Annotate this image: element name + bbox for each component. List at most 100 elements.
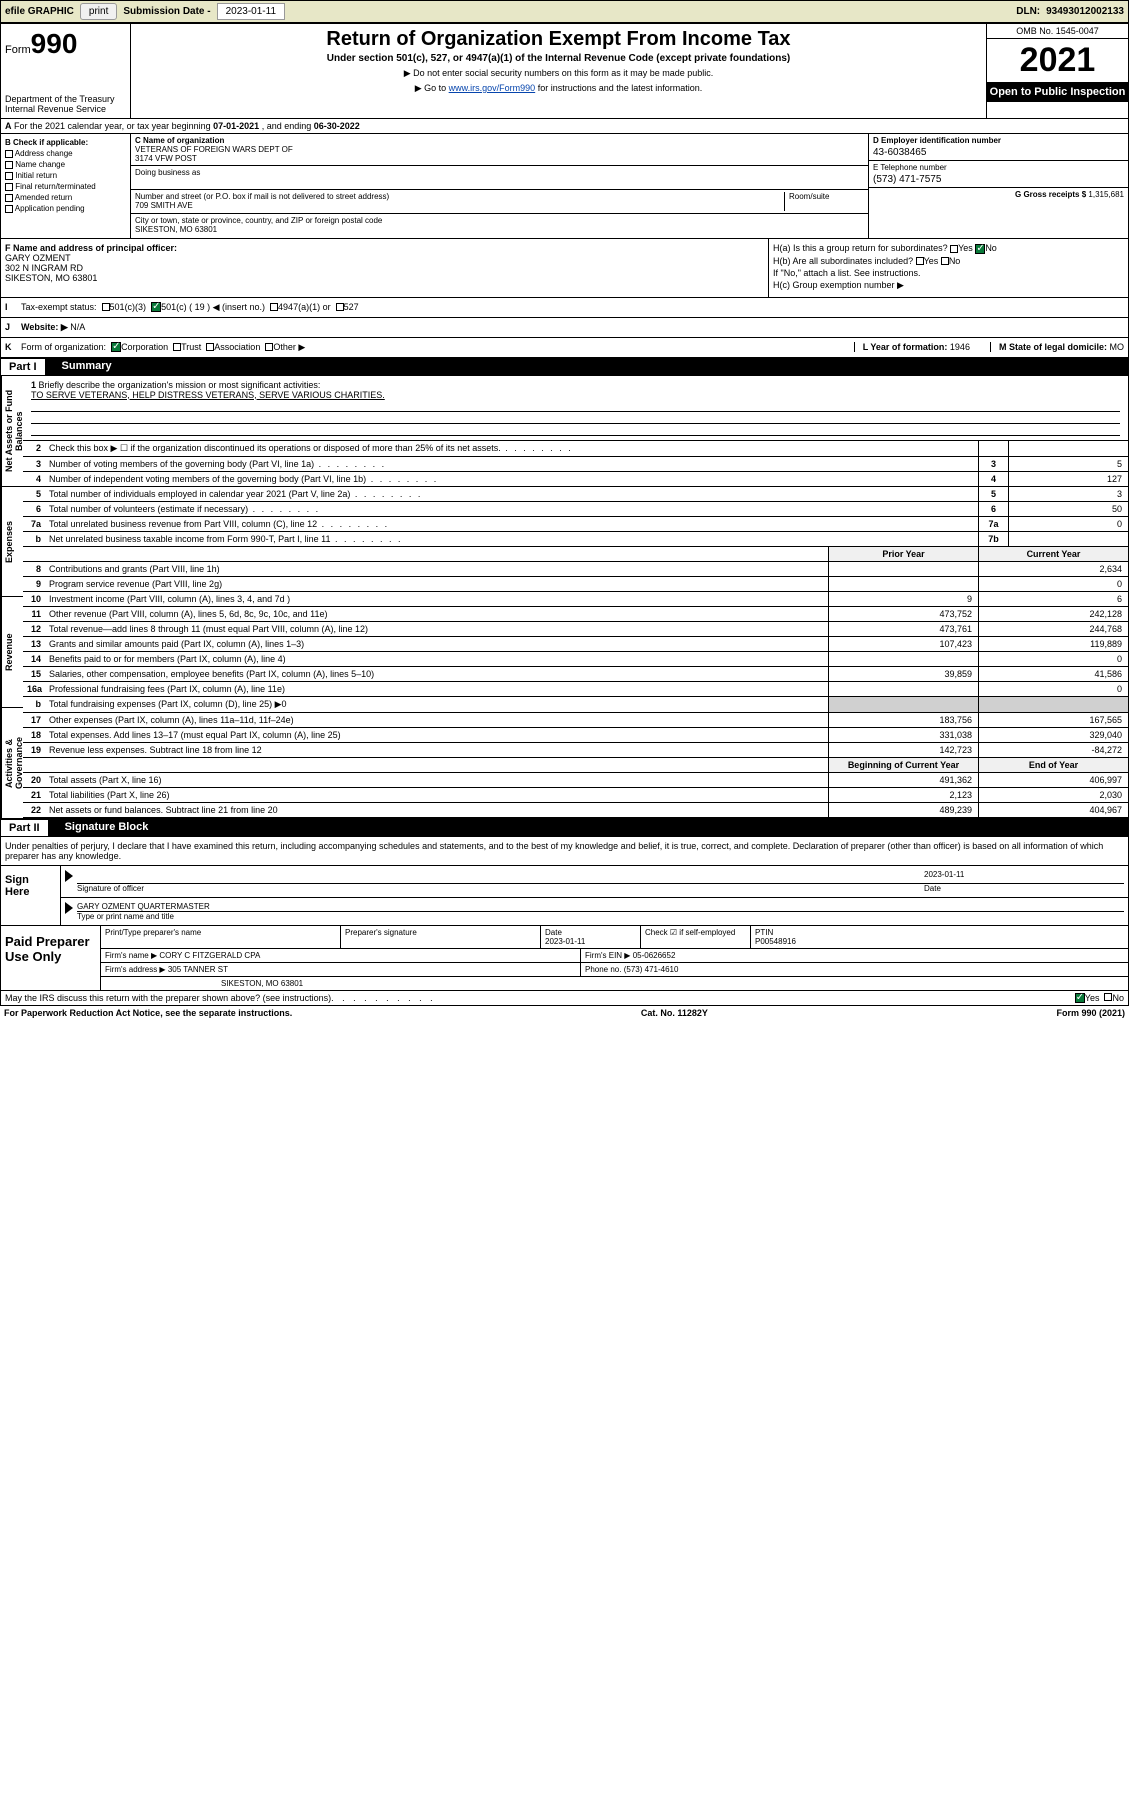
mission-text: TO SERVE VETERANS, HELP DISTRESS VETERAN… xyxy=(31,390,385,400)
summary-line: 20Total assets (Part X, line 16)491,3624… xyxy=(23,773,1128,788)
part-1-header: Part I Summary xyxy=(0,358,1129,376)
summary-line: 22Net assets or fund balances. Subtract … xyxy=(23,803,1128,818)
website-value: N/A xyxy=(70,322,85,332)
may-irs-discuss: May the IRS discuss this return with the… xyxy=(0,991,1129,1006)
part-2-header: Part II Signature Block xyxy=(0,819,1129,837)
summary-line: 5Total number of individuals employed in… xyxy=(23,487,1128,502)
sign-here-block: Sign Here Signature of officer 2023-01-1… xyxy=(0,866,1129,926)
checkbox-trust[interactable] xyxy=(173,343,181,351)
checkbox-name-change[interactable] xyxy=(5,161,13,169)
org-name-1: VETERANS OF FOREIGN WARS DEPT OF xyxy=(135,145,293,154)
summary-line: 21Total liabilities (Part X, line 26)2,1… xyxy=(23,788,1128,803)
form-title: Return of Organization Exempt From Incom… xyxy=(139,28,978,51)
checkbox-ha-yes[interactable] xyxy=(950,245,958,253)
omb-number: OMB No. 1545-0047 xyxy=(987,24,1128,39)
firm-address-2: SIKESTON, MO 63801 xyxy=(101,977,1128,990)
street-address: 709 SMITH AVE xyxy=(135,201,193,210)
checkbox-hb-yes[interactable] xyxy=(916,257,924,265)
officer-name-title: GARY OZMENT QUARTERMASTER xyxy=(77,902,1124,912)
gross-receipts: 1,315,681 xyxy=(1088,190,1124,199)
summary-line: 19Revenue less expenses. Subtract line 1… xyxy=(23,743,1128,758)
summary-line: 17Other expenses (Part IX, column (A), l… xyxy=(23,713,1128,728)
summary-line: bTotal fundraising expenses (Part IX, co… xyxy=(23,697,1128,713)
checkbox-initial-return[interactable] xyxy=(5,172,13,180)
summary-line: 16aProfessional fundraising fees (Part I… xyxy=(23,682,1128,697)
dept-treasury: Department of the Treasury xyxy=(5,94,126,104)
checkbox-association[interactable] xyxy=(206,343,214,351)
checkbox-hb-no[interactable] xyxy=(941,257,949,265)
summary-line: 10Investment income (Part VIII, column (… xyxy=(23,592,1128,607)
arrow-icon xyxy=(65,870,73,882)
header-prior-current: Prior Year Current Year xyxy=(23,547,1128,562)
firm-ein: 05-0626652 xyxy=(633,951,676,960)
checkbox-other-org[interactable] xyxy=(265,343,273,351)
checkbox-501c3[interactable] xyxy=(102,303,110,311)
summary-line: 11Other revenue (Part VIII, column (A), … xyxy=(23,607,1128,622)
column-f-officer: F Name and address of principal officer:… xyxy=(1,239,768,297)
row-j-website: J Website: ▶ N/A xyxy=(0,318,1129,338)
footer: For Paperwork Reduction Act Notice, see … xyxy=(0,1006,1129,1020)
checkbox-501c[interactable] xyxy=(151,302,161,312)
column-h: H(a) Is this a group return for subordin… xyxy=(768,239,1128,297)
dln-value: 93493012002133 xyxy=(1046,6,1124,17)
checkbox-527[interactable] xyxy=(336,303,344,311)
paid-preparer-block: Paid Preparer Use Only Print/Type prepar… xyxy=(0,926,1129,991)
checkbox-final-return[interactable] xyxy=(5,183,13,191)
checkbox-address-change[interactable] xyxy=(5,150,13,158)
state-domicile: MO xyxy=(1110,342,1125,352)
row-a-tax-year: A For the 2021 calendar year, or tax yea… xyxy=(0,119,1129,134)
checkbox-application-pending[interactable] xyxy=(5,205,13,213)
summary-line: 14Benefits paid to or for members (Part … xyxy=(23,652,1128,667)
sign-date: 2023-01-11 xyxy=(924,870,1124,884)
row-i-tax-status: I Tax-exempt status: 501(c)(3) 501(c) ( … xyxy=(0,298,1129,318)
form-header: Form990 Department of the Treasury Inter… xyxy=(0,23,1129,119)
checkbox-discuss-no[interactable] xyxy=(1104,993,1112,1001)
column-c-org-info: C Name of organization VETERANS OF FOREI… xyxy=(131,134,868,238)
summary-line: 6Total number of volunteers (estimate if… xyxy=(23,502,1128,517)
form-subtitle: Under section 501(c), 527, or 4947(a)(1)… xyxy=(139,53,978,64)
summary-line: 3Number of voting members of the governi… xyxy=(23,457,1128,472)
efile-label: efile GRAPHIC xyxy=(5,6,74,17)
submission-date: 2023-01-11 xyxy=(217,3,285,20)
summary-line: 4Number of independent voting members of… xyxy=(23,472,1128,487)
firm-name: CORY C FITZGERALD CPA xyxy=(159,951,260,960)
summary-line: 2Check this box ▶ ☐ if the organization … xyxy=(23,441,1128,457)
column-de: D Employer identification number 43-6038… xyxy=(868,134,1128,238)
city-state-zip: SIKESTON, MO 63801 xyxy=(135,225,217,234)
dln-label: DLN: xyxy=(1016,6,1040,17)
print-button[interactable]: print xyxy=(80,3,117,20)
ptin-value: P00548916 xyxy=(755,937,796,946)
ein-value: 43-6038465 xyxy=(873,147,1124,158)
summary-line: bNet unrelated business taxable income f… xyxy=(23,532,1128,547)
column-b-checkboxes: B Check if applicable: Address change Na… xyxy=(1,134,131,238)
checkbox-4947[interactable] xyxy=(270,303,278,311)
summary-line: 18Total expenses. Add lines 13–17 (must … xyxy=(23,728,1128,743)
signature-declaration: Under penalties of perjury, I declare th… xyxy=(0,837,1129,866)
checkbox-ha-no[interactable] xyxy=(975,244,985,254)
summary-line: 8Contributions and grants (Part VIII, li… xyxy=(23,562,1128,577)
form-note-1: ▶ Do not enter social security numbers o… xyxy=(139,68,978,79)
firm-address-1: 305 TANNER ST xyxy=(168,965,228,974)
header-beg-end: Beginning of Current Year End of Year xyxy=(23,758,1128,773)
checkbox-amended[interactable] xyxy=(5,194,13,202)
irs-label: Internal Revenue Service xyxy=(5,104,126,114)
phone-value: (573) 471-7575 xyxy=(873,174,1124,185)
row-k-form-org: K Form of organization: Corporation Trus… xyxy=(0,338,1129,358)
tax-year: 2021 xyxy=(987,39,1128,82)
arrow-icon xyxy=(65,902,73,914)
firm-phone: (573) 471-4610 xyxy=(624,965,679,974)
checkbox-discuss-yes[interactable] xyxy=(1075,993,1085,1003)
top-bar: efile GRAPHIC print Submission Date - 20… xyxy=(0,0,1129,23)
year-formation: 1946 xyxy=(950,342,970,352)
officer-name: GARY OZMENT xyxy=(5,253,71,263)
summary-line: 12Total revenue—add lines 8 through 11 (… xyxy=(23,622,1128,637)
summary-line: 9Program service revenue (Part VIII, lin… xyxy=(23,577,1128,592)
submission-label: Submission Date - xyxy=(123,6,210,17)
checkbox-corporation[interactable] xyxy=(111,342,121,352)
form-number: Form990 xyxy=(5,28,126,60)
form-note-2: ▶ Go to www.irs.gov/Form990 for instruct… xyxy=(139,83,978,94)
summary-line: 15Salaries, other compensation, employee… xyxy=(23,667,1128,682)
preparer-date: 2023-01-11 xyxy=(545,937,585,946)
summary-line: 7aTotal unrelated business revenue from … xyxy=(23,517,1128,532)
irs-link[interactable]: www.irs.gov/Form990 xyxy=(449,83,536,93)
